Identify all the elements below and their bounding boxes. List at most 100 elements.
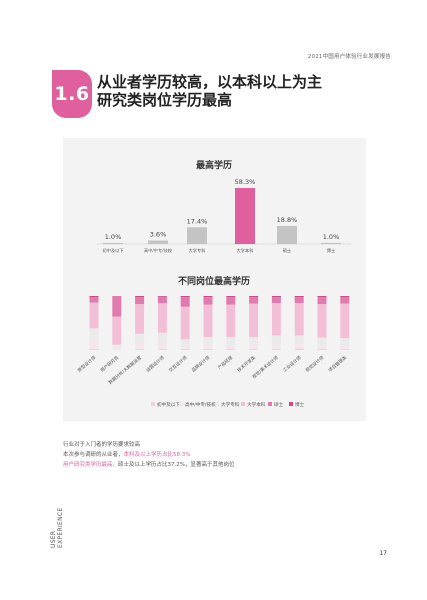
chart2-bar-segment xyxy=(294,335,304,345)
headline-line-2: 研究类岗位学历最高 xyxy=(97,91,233,109)
side-label-line-2: EXPERIENCE xyxy=(57,507,64,548)
chart2-bar-segment xyxy=(294,348,304,350)
chart2-bar-segment xyxy=(340,338,350,346)
chart1-bar xyxy=(187,227,207,244)
chart2-bar-segment xyxy=(112,296,122,317)
chart2-bar-segment xyxy=(249,296,259,298)
chart2-bar-segment xyxy=(294,297,304,304)
chart2-category-label: 工业设计师 xyxy=(281,354,303,374)
chart1-value-label: 18.8% xyxy=(277,216,298,224)
chart2-bar-segment xyxy=(226,297,236,305)
legend-label: 初中及以下 xyxy=(157,401,180,408)
chart2-bar-segment xyxy=(157,303,167,333)
chart2-bar-segment xyxy=(135,296,145,298)
chart2-bar-segment xyxy=(340,303,350,339)
chart1-bar xyxy=(235,188,255,244)
notes-line-3-suffix: 硕士及以上学历占比37.2%，显著高于其他岗位 xyxy=(118,462,235,468)
page-number: 17 xyxy=(379,550,387,557)
chart2-bar-segment xyxy=(271,335,281,346)
legend-swatch xyxy=(215,402,219,406)
chart2-bar-segment xyxy=(340,296,350,298)
chart2-bar-segment xyxy=(157,342,167,349)
chart2-bar-segment xyxy=(157,296,167,297)
chart2-bar-segment xyxy=(226,348,236,350)
chart2-bar-segment xyxy=(340,345,350,349)
chart2-category-label: 视觉设计师 xyxy=(304,354,326,374)
chart2-bar-segment xyxy=(135,333,145,344)
chart1-value-label: 17.4% xyxy=(187,217,208,225)
chart2-bar-segment xyxy=(317,337,327,347)
legend-swatch xyxy=(151,402,155,406)
notes-line-3: 用户研究类学历最高，硕士及以上学历占比37.2%，显著高于其他岗位 xyxy=(63,460,235,470)
chart2-category-label: 技术开发类 xyxy=(236,354,258,374)
chart1-bar xyxy=(148,240,168,244)
chart2-bar-segment xyxy=(203,296,213,298)
chart2-category-label: 品牌设计师 xyxy=(190,354,212,374)
chart2-bar-segment xyxy=(135,297,145,305)
chart2-bar-segment xyxy=(180,306,190,340)
charts-svg: 最高学历 1.0% 初中及以下 3.6% 高中/中专/技校 17.4% 大学专科 58.3% 大… xyxy=(76,159,351,408)
side-label-line-1: USER xyxy=(50,530,57,548)
chart2-bar-segment xyxy=(271,348,281,350)
chart2-bar-segment xyxy=(89,296,99,298)
chart2-bar-segment xyxy=(203,304,213,338)
chart2-category-label: 交互设计师 xyxy=(167,354,189,374)
chart2-bar-segment xyxy=(89,339,99,349)
section-number: 1.6 xyxy=(54,83,90,105)
legend-swatch xyxy=(268,402,272,406)
chart2-bar-segment xyxy=(226,345,236,349)
chart2-bar-segment xyxy=(180,346,190,349)
chart1-value-label: 1.0% xyxy=(105,233,122,241)
chart2-bar-segment xyxy=(226,304,236,338)
chart2-bar-segment xyxy=(203,337,213,345)
chart2-bar-segment xyxy=(340,348,350,350)
chart2-title: 不同岗位最高学历 xyxy=(178,275,250,287)
chart2-bar-segment xyxy=(271,296,281,298)
chart2-bar-segment xyxy=(157,332,167,343)
chart2-bar-segment xyxy=(226,296,236,298)
legend-label: 博士 xyxy=(295,401,305,408)
notes-line-1: 行业对于入门者的学历要求较高 xyxy=(63,442,141,448)
legend-swatch xyxy=(289,402,293,406)
chart2-bar-segment xyxy=(89,328,99,340)
legend-swatch xyxy=(179,402,183,406)
chart2-bar-segment xyxy=(317,297,327,305)
chart2-bar-segment xyxy=(89,302,99,329)
chart2-bar-segment xyxy=(112,316,122,345)
legend-label: 硕士 xyxy=(274,401,284,408)
chart2-category-label: 运营设计师 xyxy=(144,354,166,374)
chart2-bar-segment xyxy=(294,303,304,336)
chart2-bar-segment xyxy=(249,337,259,344)
chart2-bar-segment xyxy=(249,348,259,350)
notes-line-2-highlight: 本科及以上学历占比58.3% xyxy=(123,452,191,458)
chart2-bar-segment xyxy=(317,346,327,349)
notes-line-2: 本次参与调研的从业者，本科及以上学历占比58.3% xyxy=(63,450,235,460)
notes-line-3-highlight: 用户研究类学历最高， xyxy=(63,462,119,468)
chart2-bar-segment xyxy=(294,296,304,298)
chart2-bar-segment xyxy=(340,297,350,304)
chart2-bar-segment xyxy=(271,297,281,304)
chart2-bar-segment xyxy=(180,296,190,298)
chart1-category-label: 大学本科 xyxy=(237,247,255,254)
legend-label: 大学本科 xyxy=(247,401,266,408)
section-headline: 从业者学历较高，以本科以上为主 研究类岗位学历最高 xyxy=(97,73,322,109)
notes-line-2-prefix: 本次参与调研的从业者， xyxy=(63,452,124,458)
chart2-bar-segment xyxy=(203,348,213,350)
side-label: USER EXPERIENCE xyxy=(50,507,64,548)
notes-block: 行业对于入门者的学历要求较高 本次参与调研的从业者，本科及以上学历占比58.3%… xyxy=(63,440,235,470)
chart2-bar-segment xyxy=(226,337,236,346)
chart2-bar-segment xyxy=(112,347,122,350)
chart1-bar xyxy=(103,242,123,244)
chart2-bar-segment xyxy=(249,303,259,338)
chart2-bar-segment xyxy=(249,297,259,304)
section-number-badge: 1.6 xyxy=(52,70,92,118)
chart2-bar-segment xyxy=(271,303,281,336)
chart2-bar-segment xyxy=(89,348,99,350)
chart1-value-label: 1.0% xyxy=(323,233,340,241)
chart2-category-label: 原型设计师 xyxy=(76,354,98,374)
chart1-category-label: 博士 xyxy=(327,247,335,254)
chart2-category-label: 用户研究员 xyxy=(99,354,121,374)
chart2-bar-segment xyxy=(203,297,213,305)
chart1-bar xyxy=(277,225,297,244)
report-title: 2021中国用户体验行业发展报告 xyxy=(307,54,391,60)
